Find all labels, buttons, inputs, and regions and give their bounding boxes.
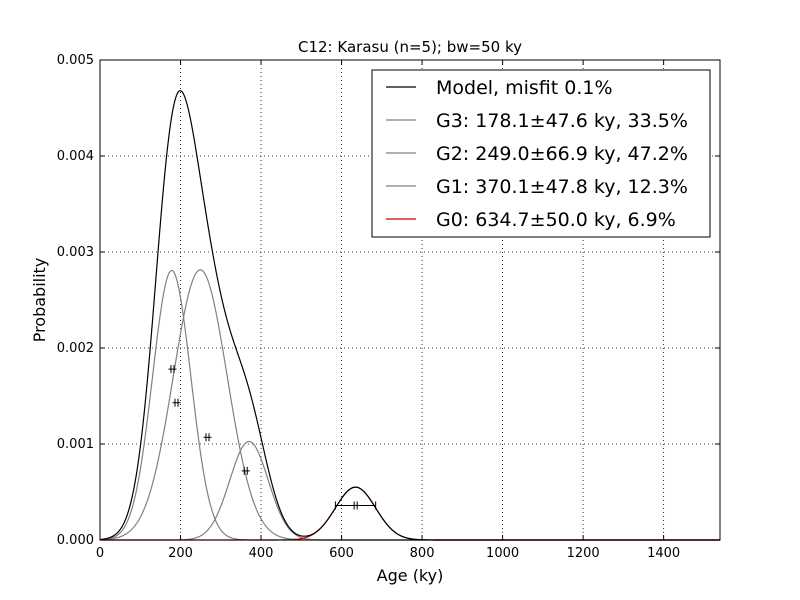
y-tick-label: 0.005 — [57, 53, 94, 68]
y-tick-label: 0.001 — [57, 437, 94, 452]
y-tick-label: 0.000 — [57, 533, 94, 548]
legend-label: Model, misfit 0.1% — [436, 77, 613, 99]
x-tick-label: 600 — [329, 546, 354, 561]
y-tick-label: 0.002 — [57, 341, 94, 356]
sample-markers — [168, 365, 377, 510]
x-tick-label: 1400 — [647, 546, 680, 561]
x-tick-label: 1000 — [486, 546, 519, 561]
legend-label: G2: 249.0±66.9 ky, 47.2% — [436, 143, 688, 165]
legend: Model, misfit 0.1% G3: 178.1±47.6 ky, 33.… — [371, 69, 711, 238]
x-tick-label: 800 — [410, 546, 435, 561]
ticks: 0 200 400 600 800 1000 1200 1400 0.000 0.001 0.002… — [57, 53, 720, 561]
x-axis-label: Age (ky) — [377, 566, 444, 585]
y-axis-label: Probability — [30, 258, 49, 343]
legend-label: G1: 370.1±47.8 ky, 12.3% — [436, 176, 688, 198]
sample-marker — [203, 433, 212, 442]
y-tick-label: 0.004 — [57, 149, 94, 164]
x-tick-label: 1200 — [567, 546, 600, 561]
g0-error-bar — [334, 501, 377, 510]
chart-title: C12: Karasu (n=5); bw=50 ky — [298, 38, 522, 56]
legend-box — [371, 69, 711, 238]
plot-frame — [99, 59, 721, 541]
sample-marker — [241, 466, 250, 475]
x-tick-label: 400 — [249, 546, 274, 561]
legend-entries: Model, misfit 0.1% G3: 178.1±47.6 ky, 33.… — [386, 77, 688, 231]
sample-marker — [172, 398, 181, 407]
x-tick-label: 0 — [96, 546, 104, 561]
sample-marker — [168, 365, 177, 374]
legend-label: G3: 178.1±47.6 ky, 33.5% — [436, 110, 688, 132]
y-tick-label: 0.003 — [57, 245, 94, 260]
x-tick-label: 200 — [168, 546, 193, 561]
legend-label: G0: 634.7±50.0 ky, 6.9% — [436, 209, 676, 231]
